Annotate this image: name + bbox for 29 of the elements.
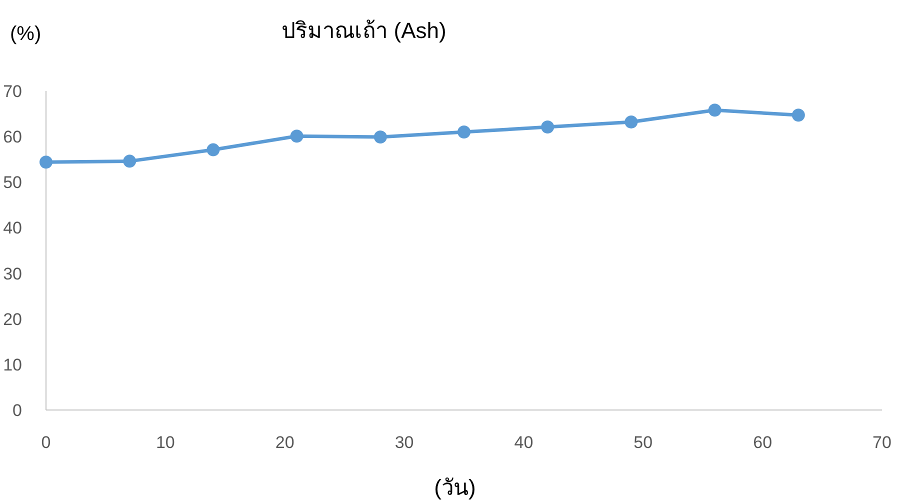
x-tick-label: 40 <box>514 433 534 452</box>
x-axis-title: (วัน) <box>434 475 476 500</box>
x-tick-label: 70 <box>872 433 892 452</box>
y-tick-label: 0 <box>12 401 22 420</box>
x-tick-label: 50 <box>634 433 653 452</box>
x-tick-label: 20 <box>275 433 294 452</box>
chart-title: ปริมาณเถ้า (Ash) <box>282 18 446 43</box>
y-tick-label: 20 <box>3 310 22 329</box>
y-tick-label: 60 <box>3 128 22 147</box>
x-tick-label: 60 <box>753 433 772 452</box>
point <box>624 115 638 128</box>
point <box>708 104 722 117</box>
point <box>541 120 554 134</box>
y-axis-title: (%) <box>10 23 42 45</box>
point <box>40 156 52 169</box>
y-tick-label: 10 <box>3 355 22 374</box>
y-tick-label: 70 <box>3 82 22 101</box>
point <box>206 143 220 156</box>
x-tick-label: 30 <box>394 433 414 452</box>
y-tick-label: 50 <box>3 173 22 192</box>
point <box>458 126 470 139</box>
point <box>123 154 136 168</box>
y-tick-label: 30 <box>3 264 22 284</box>
x-tick-label: 0 <box>41 433 51 452</box>
point <box>792 108 805 122</box>
y-tick-label: 40 <box>3 218 22 238</box>
x-tick-label: 10 <box>156 433 175 452</box>
point <box>374 130 387 144</box>
point <box>290 130 304 143</box>
